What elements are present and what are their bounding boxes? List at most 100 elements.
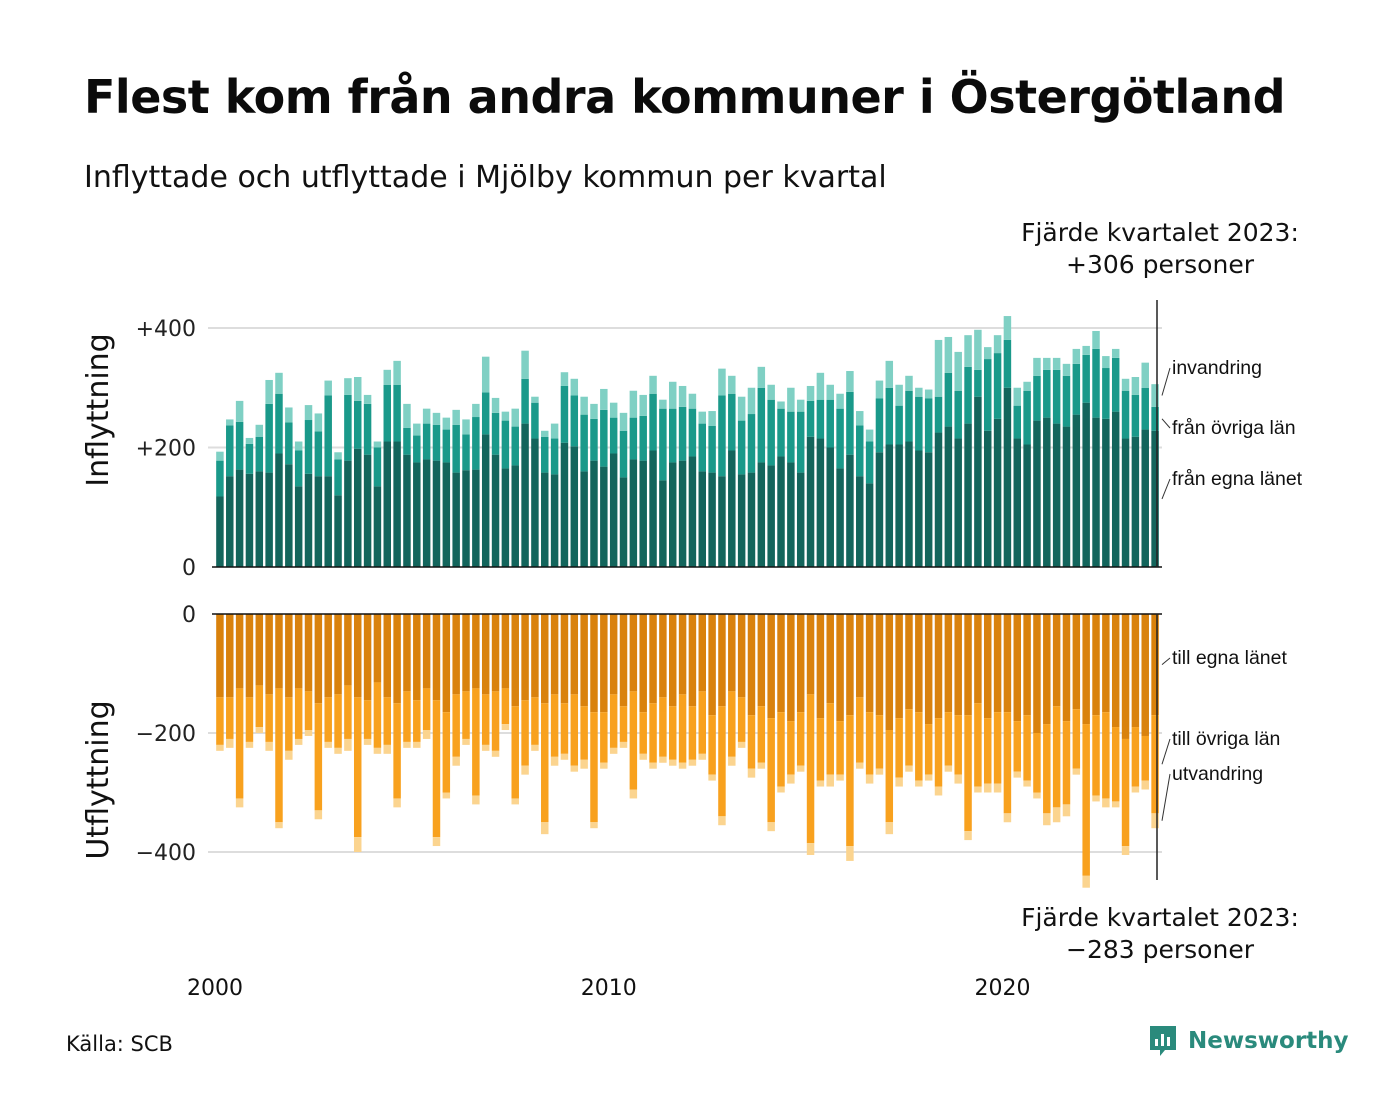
- outflow-bar-segment: [757, 614, 766, 707]
- outflow-bar-segment: [639, 614, 647, 713]
- inflow-bar-segment: [285, 464, 293, 567]
- outflow-bar-segment: [1131, 727, 1140, 787]
- inflow-bar-segment: [442, 429, 451, 463]
- outflow-bar-segment: [1111, 801, 1120, 808]
- inflow-bar-segment: [954, 390, 962, 439]
- inflow-bar-segment: [816, 438, 825, 567]
- inflow-bar-segment: [393, 384, 401, 442]
- outflow-bar-segment: [796, 712, 805, 766]
- inflow-bar-segment: [826, 399, 834, 448]
- inflow-bar-segment: [934, 339, 943, 397]
- inflow-bar-segment: [1151, 384, 1159, 407]
- inflow-bar-segment: [570, 395, 579, 447]
- outflow-bar-segment: [944, 712, 953, 766]
- outflow-bar-segment: [275, 822, 283, 829]
- outflow-bar-segment: [472, 688, 480, 796]
- inflow-bar-segment: [1062, 375, 1071, 427]
- outflow-bar-segment: [639, 753, 647, 760]
- inflow-bar-segment: [1102, 418, 1110, 567]
- inflow-bar-segment: [836, 468, 844, 567]
- inflow-bar-segment: [619, 477, 628, 568]
- outflow-bar-segment: [541, 614, 549, 704]
- inflow-bar-segment: [216, 496, 224, 567]
- outflow-bar-segment: [747, 614, 756, 716]
- outflow-bar-segment: [304, 730, 313, 736]
- outflow-bar-segment: [885, 822, 894, 835]
- outflow-bar-segment: [816, 614, 825, 719]
- outflow-bar-segment: [875, 715, 884, 769]
- outflow-bar-segment: [1033, 792, 1041, 799]
- outflow-bar-segment: [1013, 614, 1021, 722]
- outflow-bar-segment: [383, 697, 391, 745]
- inflow-bar-segment: [255, 424, 264, 437]
- inflow-bar-segment: [836, 393, 844, 409]
- inflow-bar-segment: [964, 423, 972, 567]
- inflow-series-leader: [1161, 367, 1171, 396]
- inflow-bar-segment: [383, 441, 391, 567]
- inflow-bar-segment: [659, 480, 667, 567]
- inflow-bar-segment: [1121, 438, 1130, 567]
- inflow-bar-segment: [787, 387, 795, 412]
- inflow-bar-segment: [442, 417, 451, 430]
- inflow-bar-segment: [491, 412, 500, 455]
- inflow-bar-segment: [580, 414, 588, 472]
- inflow-bar-segment: [1072, 348, 1081, 364]
- outflow-bar-segment: [344, 738, 352, 751]
- inflow-bar-segment: [275, 393, 283, 454]
- inflow-bar-segment: [245, 473, 254, 567]
- outflow-bar-segment: [580, 759, 588, 769]
- inflow-bar-segment: [629, 417, 638, 460]
- inflow-bar-segment: [787, 462, 795, 567]
- outflow-bar-segment: [826, 774, 834, 787]
- outflow-bar-segment: [1072, 709, 1081, 769]
- outflow-bar-segment: [629, 691, 638, 790]
- inflow-bar-segment: [491, 454, 500, 567]
- inflow-bar-segment: [747, 387, 756, 415]
- inflow-bar-segment: [570, 378, 579, 396]
- inflow-bar-segment: [678, 406, 687, 461]
- inflow-bar-segment: [885, 444, 894, 567]
- outflow-bar-segment: [1141, 614, 1149, 736]
- outflow-bar-segment: [944, 614, 953, 713]
- inflow-bar-segment: [294, 486, 303, 567]
- outflow-series-leader: [1161, 738, 1171, 765]
- outflow-bar-segment: [481, 614, 490, 695]
- outflow-bar-segment: [905, 709, 913, 766]
- inflow-bar-segment: [235, 400, 244, 422]
- outflow-bar-segment: [826, 614, 834, 704]
- outflow-y-tick-label: 0: [182, 603, 196, 628]
- inflow-bar-segment: [472, 417, 480, 470]
- outflow-bar-segment: [619, 706, 628, 742]
- inflow-bar-segment: [1072, 363, 1081, 415]
- outflow-bar-segment: [698, 753, 706, 760]
- outflow-bar-segment: [678, 762, 687, 769]
- inflow-bar-segment: [718, 368, 726, 396]
- outflow-bar-segment: [1052, 807, 1061, 823]
- outflow-bar-segment: [1141, 735, 1149, 781]
- inflow-bar-segment: [796, 399, 805, 412]
- outflow-bar-segment: [600, 614, 608, 713]
- outflow-bar-segment: [993, 614, 1002, 713]
- outflow-series-label: till egna länet: [1172, 647, 1287, 669]
- inflow-bar-segment: [472, 469, 480, 567]
- outflow-bar-segment: [806, 614, 815, 695]
- outflow-bar-segment: [550, 614, 559, 695]
- inflow-bar-segment: [452, 472, 460, 567]
- inflow-bar-segment: [757, 462, 766, 567]
- outflow-bar-segment: [639, 712, 647, 754]
- inflow-bar-segment: [974, 329, 982, 370]
- inflow-bar-segment: [924, 389, 933, 399]
- inflow-bar-segment: [688, 456, 697, 567]
- inflow-bar-segment: [294, 450, 303, 487]
- outflow-bar-segment: [1043, 614, 1051, 725]
- outflow-bar-segment: [403, 614, 411, 692]
- inflow-bar-segment: [974, 369, 982, 397]
- inflow-bar-segment: [728, 393, 736, 451]
- outflow-bar-segment: [747, 768, 756, 778]
- inflow-bar-segment: [885, 360, 894, 388]
- inflow-bar-segment: [1141, 429, 1149, 567]
- inflow-bar-segment: [1141, 387, 1149, 430]
- inflow-bar-segment: [501, 468, 510, 567]
- inflow-bar-segment: [983, 347, 992, 360]
- inflow-bar-segment: [413, 462, 421, 567]
